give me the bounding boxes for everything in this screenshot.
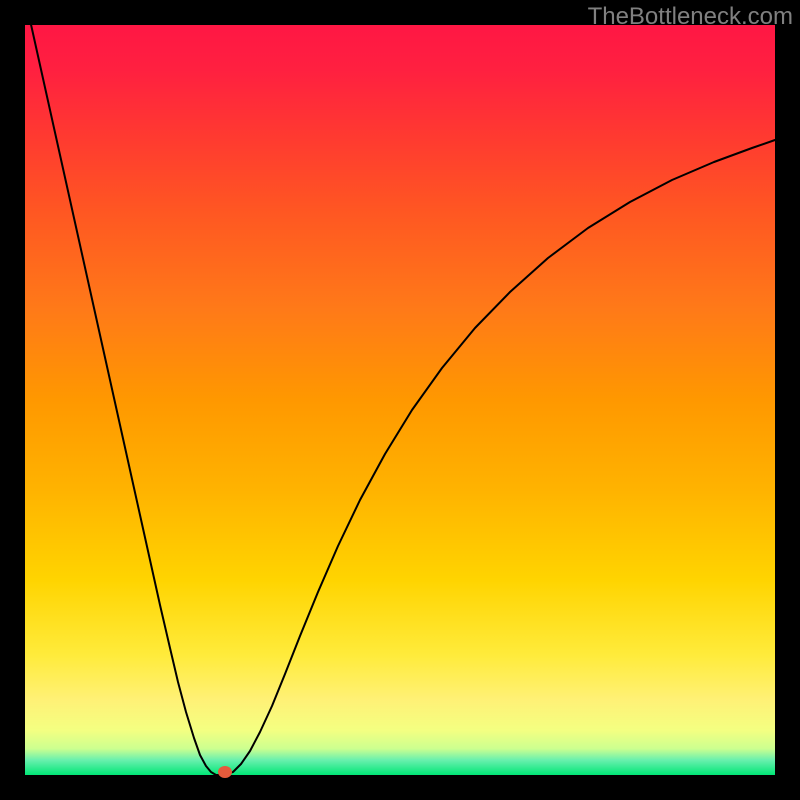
watermark-text: TheBottleneck.com <box>588 3 793 30</box>
gradient-background <box>25 25 775 775</box>
bottleneck-chart: TheBottleneck.com <box>0 0 800 800</box>
optimal-point-marker <box>218 766 232 778</box>
